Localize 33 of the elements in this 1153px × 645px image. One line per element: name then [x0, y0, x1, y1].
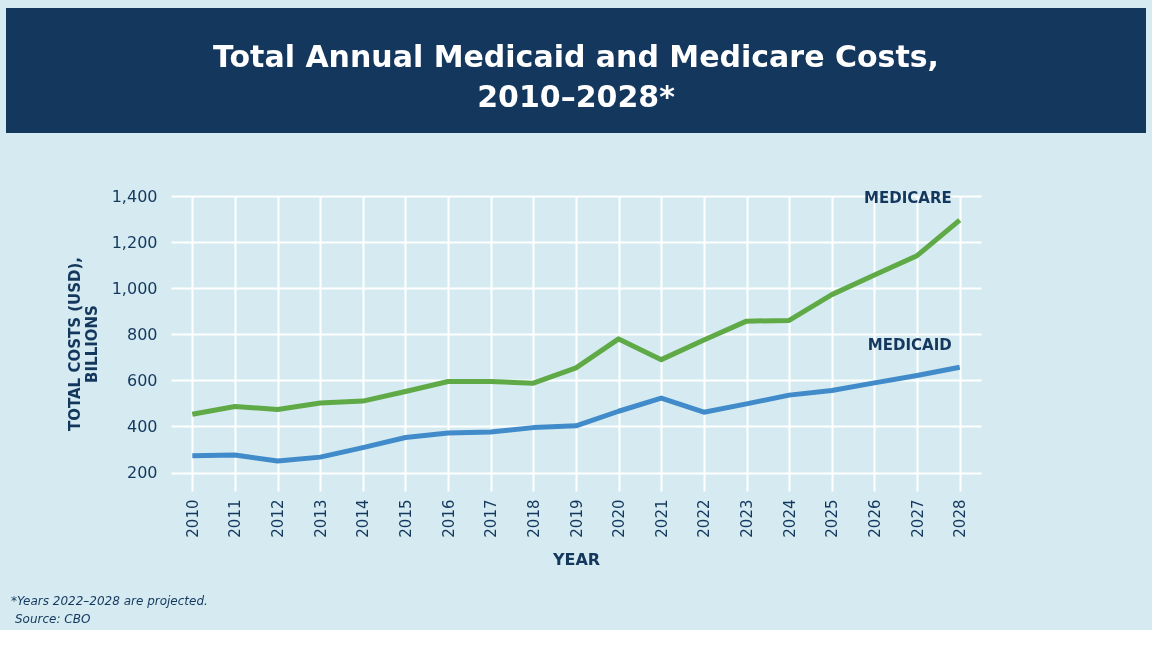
source-note: Source: CBO: [15, 612, 91, 626]
x-tick-label: 2014: [354, 499, 373, 538]
x-tick-label: 2023: [738, 499, 757, 538]
x-tick-label: 2018: [524, 499, 543, 538]
series-label: MEDICARE: [864, 189, 952, 208]
x-tick-label: 2028: [951, 499, 970, 538]
x-tick-label: 2020: [610, 499, 629, 538]
x-tick-label: 2026: [865, 499, 884, 538]
y-tick-label: 200: [126, 463, 158, 483]
x-tick-label: 2017: [482, 499, 501, 538]
x-tick-label: 2019: [567, 499, 586, 538]
series-label: MEDICAID: [867, 336, 952, 355]
y-tick-label: 1,000: [111, 278, 158, 298]
x-axis-title: YEAR: [551, 549, 601, 569]
text: *Years 2022–2028 are projected.: [11, 594, 208, 608]
x-tick-label: 2027: [908, 499, 927, 538]
x-tick-label: 2025: [823, 499, 842, 538]
y-tick-label: 1,200: [111, 232, 158, 252]
y-tick-label: 400: [126, 416, 158, 436]
y-tick-label: 1,400: [111, 186, 158, 206]
x-tick-label: 2015: [396, 499, 415, 538]
y-axis-title: TOTAL COSTS (USD), BILLIONS: [65, 256, 101, 432]
x-tick-label: 2013: [311, 499, 330, 538]
x-tick-label: 2010: [183, 499, 202, 538]
y-tick-label: 800: [126, 324, 158, 344]
x-tick-label: 2011: [226, 499, 245, 538]
chart-title: Total Annual Medicaid and Medicare Costs, 2010–2028*: [212, 39, 940, 114]
x-tick-label: 2021: [652, 499, 671, 538]
x-tick-label: 2022: [695, 499, 714, 538]
x-tick-label: 2024: [780, 499, 799, 538]
x-tick-label: 2016: [439, 499, 458, 538]
x-tick-label: 2012: [269, 499, 288, 538]
y-tick-label: 600: [126, 370, 158, 390]
